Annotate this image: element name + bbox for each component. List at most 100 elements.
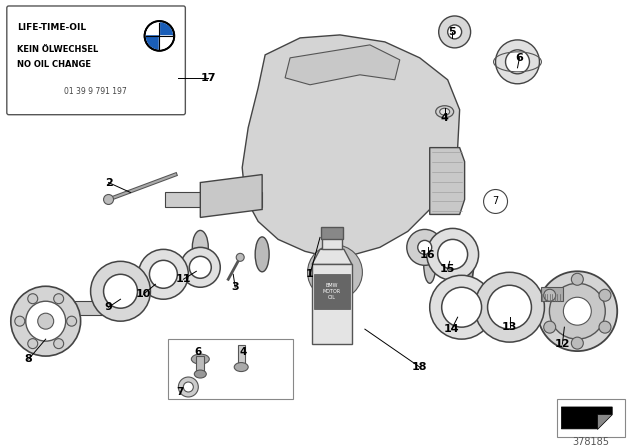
Circle shape	[26, 301, 66, 341]
Bar	[238, 345, 245, 367]
Ellipse shape	[255, 237, 269, 272]
Text: 12: 12	[555, 339, 570, 349]
Wedge shape	[159, 36, 172, 49]
Circle shape	[104, 274, 138, 308]
Text: 4: 4	[239, 347, 247, 357]
Text: 6: 6	[516, 53, 524, 63]
Circle shape	[488, 285, 531, 329]
Polygon shape	[165, 191, 262, 207]
Bar	[321, 228, 343, 239]
Circle shape	[180, 247, 220, 287]
Ellipse shape	[193, 230, 208, 264]
Circle shape	[11, 286, 81, 356]
Text: KEIN ÖLWECHSEL: KEIN ÖLWECHSEL	[17, 45, 98, 54]
Ellipse shape	[440, 108, 450, 115]
Text: 2: 2	[105, 177, 113, 188]
Polygon shape	[200, 175, 262, 217]
Ellipse shape	[195, 370, 206, 378]
Circle shape	[572, 273, 583, 285]
Circle shape	[442, 287, 481, 327]
Circle shape	[495, 40, 540, 84]
Text: 15: 15	[440, 264, 455, 274]
Circle shape	[599, 289, 611, 301]
Circle shape	[475, 272, 545, 342]
Circle shape	[438, 239, 468, 269]
Ellipse shape	[424, 246, 436, 283]
Ellipse shape	[456, 238, 474, 290]
Ellipse shape	[191, 354, 209, 364]
Text: 9: 9	[104, 302, 113, 312]
Circle shape	[549, 283, 605, 339]
Wedge shape	[147, 36, 159, 49]
Circle shape	[429, 275, 493, 339]
Ellipse shape	[308, 245, 362, 300]
Bar	[312, 264, 352, 344]
Text: 18: 18	[412, 362, 428, 372]
Circle shape	[572, 337, 583, 349]
Ellipse shape	[320, 257, 350, 287]
Circle shape	[28, 339, 38, 349]
Circle shape	[538, 271, 617, 351]
Text: BMW
MOTOR
OIL: BMW MOTOR OIL	[323, 283, 341, 300]
Circle shape	[236, 254, 244, 261]
Circle shape	[149, 260, 177, 288]
Bar	[322, 232, 342, 250]
Bar	[541, 287, 563, 301]
Circle shape	[544, 321, 556, 333]
Bar	[168, 339, 293, 399]
Text: 4: 4	[441, 113, 449, 123]
Wedge shape	[147, 23, 159, 36]
Text: 13: 13	[502, 322, 517, 332]
Text: 7: 7	[492, 197, 499, 207]
Circle shape	[147, 23, 172, 49]
Wedge shape	[159, 23, 172, 36]
Bar	[314, 274, 350, 309]
Circle shape	[484, 190, 508, 213]
Circle shape	[407, 229, 443, 265]
Polygon shape	[285, 45, 400, 85]
Ellipse shape	[234, 362, 248, 371]
Circle shape	[438, 16, 470, 48]
Text: 1: 1	[306, 269, 314, 279]
Circle shape	[138, 250, 188, 299]
Circle shape	[54, 294, 63, 304]
Circle shape	[91, 261, 150, 321]
Polygon shape	[312, 250, 352, 264]
FancyBboxPatch shape	[7, 6, 186, 115]
Circle shape	[563, 297, 591, 325]
Bar	[196, 356, 204, 374]
Circle shape	[145, 21, 174, 51]
Text: 10: 10	[136, 289, 151, 299]
Circle shape	[179, 377, 198, 397]
Bar	[557, 399, 625, 437]
Polygon shape	[242, 35, 460, 257]
Polygon shape	[597, 414, 612, 429]
Circle shape	[183, 382, 193, 392]
Circle shape	[15, 316, 25, 326]
Circle shape	[544, 289, 556, 301]
Circle shape	[506, 50, 529, 74]
Text: NO OIL CHANGE: NO OIL CHANGE	[17, 60, 91, 69]
Polygon shape	[429, 148, 465, 215]
Polygon shape	[561, 407, 612, 429]
Circle shape	[104, 194, 113, 204]
Circle shape	[418, 241, 432, 254]
Text: 14: 14	[444, 324, 460, 334]
Text: 01 39 9 791 197: 01 39 9 791 197	[64, 87, 127, 96]
Text: 16: 16	[420, 250, 436, 260]
Circle shape	[599, 321, 611, 333]
Circle shape	[427, 228, 479, 280]
Text: LIFE-TIME-OIL: LIFE-TIME-OIL	[17, 23, 86, 32]
Text: 7: 7	[177, 387, 184, 397]
Text: 378185: 378185	[573, 437, 610, 447]
Text: 11: 11	[175, 274, 191, 284]
Text: 3: 3	[232, 282, 239, 292]
Circle shape	[67, 316, 77, 326]
Circle shape	[189, 256, 211, 278]
Ellipse shape	[436, 106, 454, 118]
Circle shape	[54, 339, 63, 349]
Circle shape	[38, 313, 54, 329]
Text: 8: 8	[25, 354, 33, 364]
Text: 6: 6	[195, 347, 202, 357]
Circle shape	[447, 25, 461, 39]
